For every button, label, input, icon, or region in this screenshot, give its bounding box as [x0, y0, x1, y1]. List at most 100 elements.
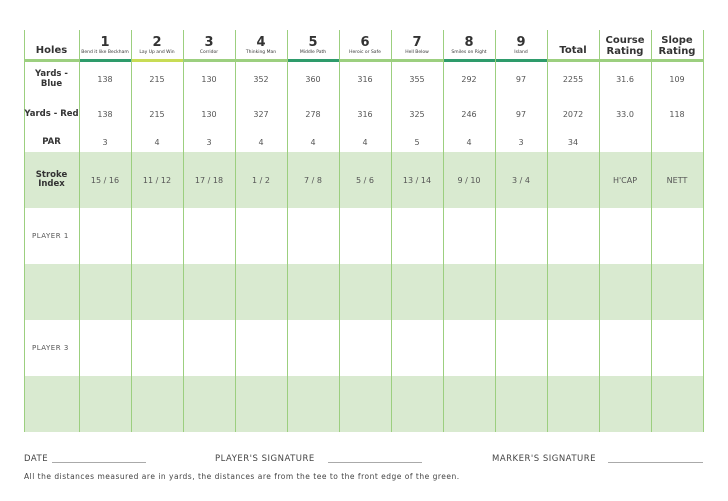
score-cell: 325 [409, 109, 425, 119]
score-cell: 109 [669, 74, 685, 84]
score-cell: 118 [669, 109, 685, 119]
marker-signature-line [608, 462, 703, 463]
score-cell: 33.0 [616, 109, 634, 119]
hole-header: 8 Smiles on Right [443, 30, 495, 62]
score-cell: 97 [515, 74, 527, 84]
row-label: PAR [42, 137, 61, 147]
hole-header: 6 Heroic or Safe [339, 30, 391, 62]
score-cell: 355 [409, 74, 425, 84]
hole-number: 1 [100, 34, 110, 50]
row-label: Yards - Blue [35, 69, 68, 89]
hole-header: 7 Hell Below [391, 30, 443, 62]
hole-header: 1 Bend it like Beckham [79, 30, 131, 62]
score-cell: 4 [258, 137, 264, 147]
column-line [235, 30, 236, 432]
column-line [651, 30, 652, 432]
row-band [24, 152, 703, 208]
hole-number: 8 [464, 34, 474, 50]
hole-number: 6 [360, 34, 370, 50]
hole-name: Bend it like Beckham [81, 49, 129, 55]
score-cell: 360 [305, 74, 321, 84]
player-signature-line [328, 462, 422, 463]
header-underline [444, 59, 495, 62]
score-cell: H'CAP [612, 175, 638, 185]
score-cell: 130 [201, 109, 217, 119]
score-cell: 130 [201, 74, 217, 84]
column-line [183, 30, 184, 432]
total-header: Total [559, 44, 587, 56]
score-cell: 3 [102, 137, 108, 147]
score-cell: 2255 [562, 74, 584, 84]
score-cell: 2072 [562, 109, 584, 119]
score-cell: 11 / 12 [142, 175, 172, 185]
hole-header: 5 Middle Path [287, 30, 339, 62]
column-line [391, 30, 392, 432]
row-label: Stroke Index [35, 170, 68, 189]
date-label: DATE [24, 454, 49, 464]
row-label: Yards - Red [24, 109, 79, 119]
score-cell: 17 / 18 [194, 175, 224, 185]
score-cell: 327 [253, 109, 269, 119]
hole-number: 3 [204, 34, 214, 50]
hole-number: 5 [308, 34, 318, 50]
player-signature-label: PLAYER'S SIGNATURE [215, 454, 315, 464]
header-underline [25, 59, 79, 62]
score-cell: 7 / 8 [304, 175, 322, 185]
column-line [443, 30, 444, 432]
header-underline [236, 59, 287, 62]
header-underline [600, 59, 651, 62]
marker-signature-label: MARKER'S SIGNATURE [492, 454, 597, 464]
score-cell: NETT [666, 175, 688, 185]
score-cell: 352 [253, 74, 269, 84]
hole-number: 7 [412, 34, 422, 50]
column-line [599, 30, 600, 432]
header-underline [340, 59, 391, 62]
column-line [703, 30, 704, 432]
score-cell: 138 [97, 109, 113, 119]
hole-number: 4 [256, 34, 266, 50]
course-rating-header: Course Rating [605, 35, 645, 57]
hole-name: Heroic or Safe [349, 49, 381, 55]
hole-header: 2 Lay Up and Win [131, 30, 183, 62]
row-band [24, 376, 703, 432]
score-cell: 316 [357, 74, 373, 84]
column-line [287, 30, 288, 432]
column-line [131, 30, 132, 432]
column-line [24, 30, 25, 432]
score-cell: 5 / 6 [356, 175, 374, 185]
date-line [52, 462, 146, 463]
hole-name: Thinking Man [245, 49, 277, 55]
column-line [547, 30, 548, 432]
column-line [495, 30, 496, 432]
header-underline [132, 59, 183, 62]
hole-header: 4 Thinking Man [235, 30, 287, 62]
score-cell: 4 [466, 137, 472, 147]
header-underline [184, 59, 235, 62]
column-line [79, 30, 80, 432]
score-cell: 97 [515, 109, 527, 119]
row-band [24, 264, 703, 320]
score-cell: 215 [149, 74, 165, 84]
score-cell: 34 [567, 137, 579, 147]
hole-name: Hell Below [405, 49, 429, 55]
score-cell: 292 [461, 74, 477, 84]
hole-name: Island [514, 49, 528, 55]
score-cell: 1 / 2 [252, 175, 270, 185]
header-underline [80, 59, 131, 62]
slope-rating-header: Slope Rating [658, 35, 696, 57]
score-cell: 3 [518, 137, 524, 147]
hole-name: Middle Path [299, 49, 327, 55]
hole-name: Smiles on Right [451, 49, 487, 55]
score-cell: 4 [362, 137, 368, 147]
column-line [339, 30, 340, 432]
score-cell: 3 / 4 [512, 175, 530, 185]
score-cell: 246 [461, 109, 477, 119]
player-label: PLAYER 1 [32, 232, 69, 240]
score-cell: 4 [310, 137, 316, 147]
score-cell: 4 [154, 137, 160, 147]
score-cell: 5 [414, 137, 420, 147]
hole-number: 2 [152, 34, 162, 50]
hole-name: Corridor [199, 49, 219, 55]
header-label: Holes [35, 44, 68, 56]
